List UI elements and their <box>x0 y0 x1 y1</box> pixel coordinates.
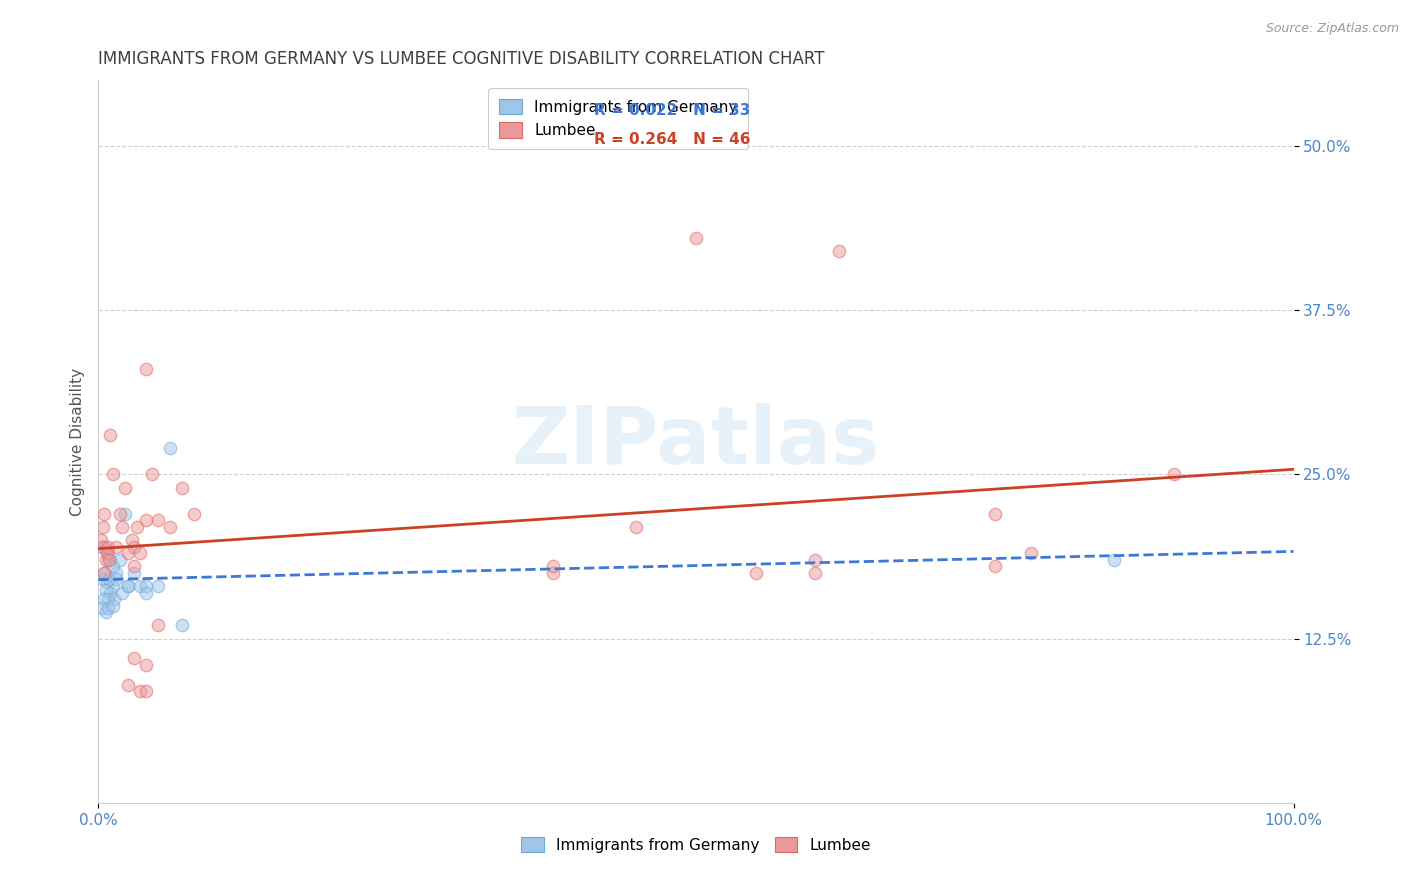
Point <box>93 507 115 521</box>
Point <box>114 481 136 495</box>
Y-axis label: Cognitive Disability: Cognitive Disability <box>69 368 84 516</box>
Point <box>685 231 707 245</box>
Point <box>626 520 648 534</box>
Text: ZIPatlas: ZIPatlas <box>512 402 880 481</box>
Point <box>124 651 146 665</box>
Text: R = 0.264   N = 46: R = 0.264 N = 46 <box>595 132 751 147</box>
Point <box>108 553 131 567</box>
Point <box>1163 467 1185 482</box>
Point <box>984 507 1007 521</box>
Point <box>984 559 1007 574</box>
Point <box>541 566 564 580</box>
Point <box>114 507 136 521</box>
Point <box>135 684 157 698</box>
Point <box>101 467 124 482</box>
Point <box>135 579 157 593</box>
Point <box>804 566 827 580</box>
Point <box>828 244 851 258</box>
Point <box>105 566 128 580</box>
Point <box>101 559 124 574</box>
Point <box>103 592 125 607</box>
Point <box>129 684 152 698</box>
Point <box>745 566 768 580</box>
Point <box>121 533 143 547</box>
Point <box>98 585 122 599</box>
Point <box>541 559 564 574</box>
Point <box>97 546 120 560</box>
Point <box>183 507 205 521</box>
Point <box>124 540 146 554</box>
Point <box>159 441 181 455</box>
Point <box>101 599 124 613</box>
Point <box>124 566 146 580</box>
Text: R = 0.022   N = 33: R = 0.022 N = 33 <box>595 103 751 118</box>
Point <box>129 579 152 593</box>
Point <box>93 592 115 607</box>
Point <box>91 520 114 534</box>
Point <box>97 592 120 607</box>
Legend: Immigrants from Germany, Lumbee: Immigrants from Germany, Lumbee <box>513 829 879 860</box>
Point <box>111 585 134 599</box>
Point <box>117 677 139 691</box>
Text: IMMIGRANTS FROM GERMANY VS LUMBEE COGNITIVE DISABILITY CORRELATION CHART: IMMIGRANTS FROM GERMANY VS LUMBEE COGNIT… <box>98 50 825 68</box>
Point <box>97 540 120 554</box>
Point <box>91 573 114 587</box>
Point <box>98 428 122 442</box>
Point <box>91 601 114 615</box>
Point <box>159 520 181 534</box>
Point <box>97 601 120 615</box>
Point <box>98 573 121 587</box>
Point <box>1019 546 1042 560</box>
Point <box>98 553 122 567</box>
Point <box>93 540 115 554</box>
Point <box>98 553 121 567</box>
Point <box>172 618 194 632</box>
Point <box>108 507 131 521</box>
Point <box>135 513 157 527</box>
Point <box>172 481 194 495</box>
Point <box>125 520 148 534</box>
Point <box>148 618 170 632</box>
Point <box>94 582 117 597</box>
Point <box>93 566 115 580</box>
Point <box>1104 553 1126 567</box>
Point <box>111 520 134 534</box>
Point <box>129 546 152 560</box>
Point <box>96 546 118 560</box>
Point <box>90 533 112 547</box>
Text: Source: ZipAtlas.com: Source: ZipAtlas.com <box>1265 22 1399 36</box>
Point <box>105 573 128 587</box>
Point <box>135 657 157 672</box>
Point <box>117 579 139 593</box>
Point <box>135 362 157 376</box>
Point <box>135 585 157 599</box>
Point <box>117 546 139 560</box>
Point <box>148 579 170 593</box>
Point <box>105 540 128 554</box>
Point <box>91 540 114 554</box>
Point <box>124 559 146 574</box>
Point <box>804 553 827 567</box>
Point <box>101 579 124 593</box>
Point <box>141 467 163 482</box>
Point <box>96 575 118 590</box>
Point <box>148 513 170 527</box>
Point <box>117 579 139 593</box>
Point <box>94 553 117 567</box>
Point <box>93 566 115 580</box>
Point <box>94 605 117 619</box>
